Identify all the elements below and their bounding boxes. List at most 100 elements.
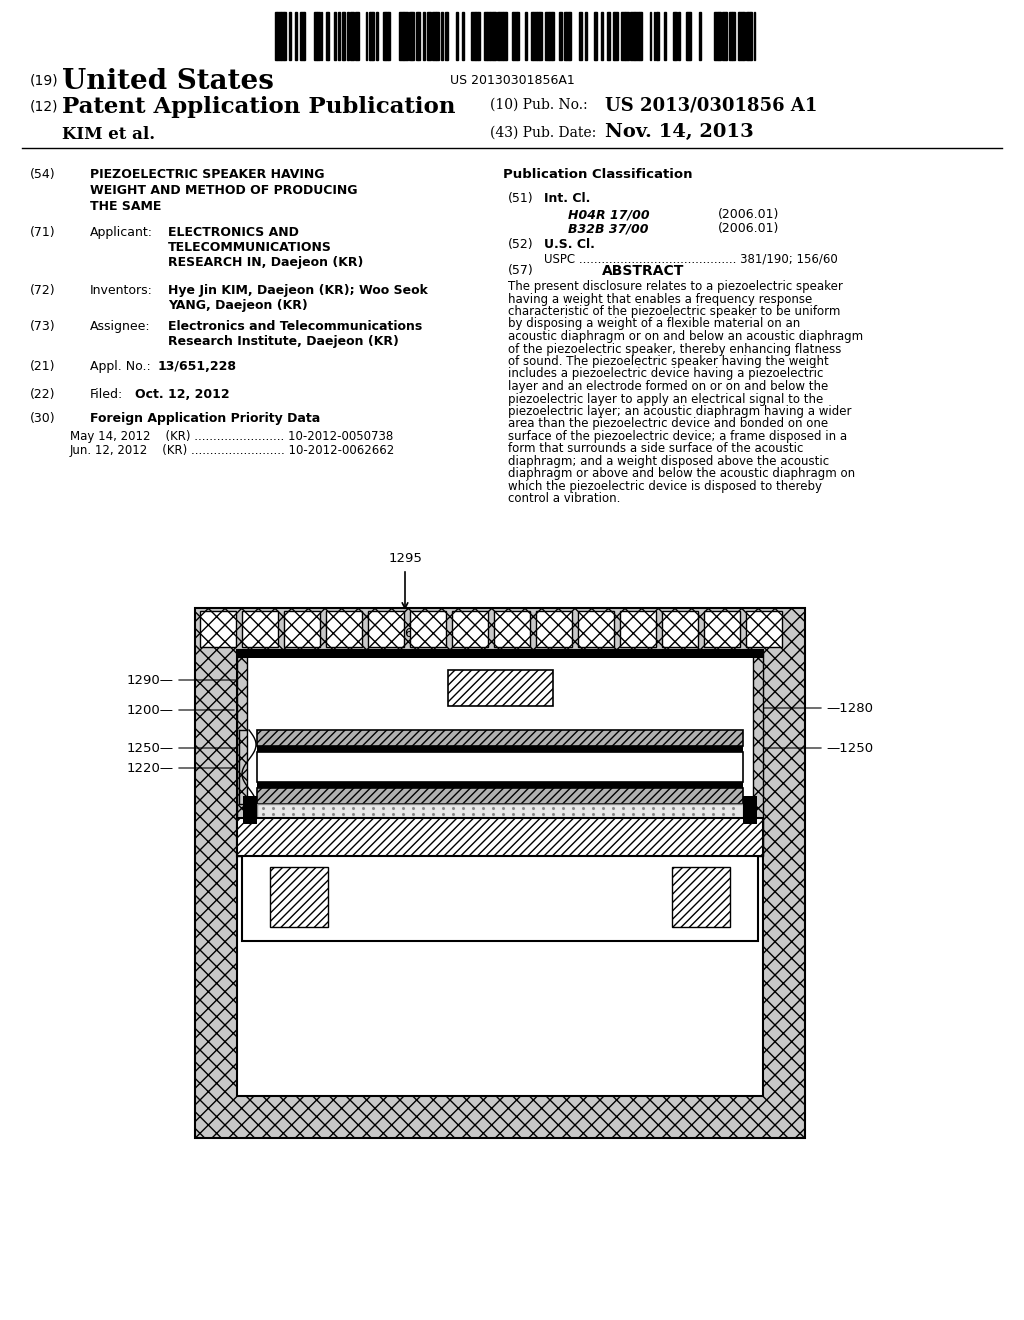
Text: 1220—: 1220—: [127, 762, 174, 775]
Text: (51): (51): [508, 191, 534, 205]
Text: 1260: 1260: [388, 627, 422, 640]
Text: Hye Jin KIM, Daejeon (KR); Woo Seok: Hye Jin KIM, Daejeon (KR); Woo Seok: [168, 284, 428, 297]
Bar: [620, 611, 656, 647]
Text: United States: United States: [62, 69, 273, 95]
Bar: [317, 12, 319, 59]
Bar: [432, 12, 436, 59]
Bar: [281, 12, 284, 59]
Text: diaphragm or above and below the acoustic diaphragm on: diaphragm or above and below the acousti…: [508, 467, 855, 480]
Bar: [441, 12, 443, 59]
Text: Applicant:: Applicant:: [90, 226, 153, 239]
Bar: [525, 12, 527, 59]
Text: 1214: 1214: [431, 805, 465, 818]
Text: area than the piezoelectric device and bonded on one: area than the piezoelectric device and b…: [508, 417, 828, 430]
Text: diaphragm; and a weight disposed above the acoustic: diaphragm; and a weight disposed above t…: [508, 455, 829, 469]
Bar: [257, 804, 743, 818]
Text: Jun. 12, 2012    (KR) ......................... 10-2012-0062662: Jun. 12, 2012 (KR) .....................…: [70, 444, 395, 457]
Bar: [355, 12, 359, 59]
Bar: [699, 12, 701, 59]
Text: Inventors:: Inventors:: [90, 284, 153, 297]
Text: Nov. 14, 2013: Nov. 14, 2013: [605, 123, 754, 141]
Text: Publication Classification: Publication Classification: [503, 168, 693, 181]
Text: of the piezoelectric speaker, thereby enhancing flatness: of the piezoelectric speaker, thereby en…: [508, 342, 842, 355]
Bar: [476, 12, 478, 59]
Text: WEIGHT AND METHOD OF PRODUCING: WEIGHT AND METHOD OF PRODUCING: [90, 183, 357, 197]
Text: Filed:: Filed:: [90, 388, 123, 401]
Bar: [664, 12, 666, 59]
Bar: [445, 12, 447, 59]
Text: USPC .......................................... 381/190; 156/60: USPC ...................................…: [544, 252, 838, 265]
Text: acoustic diaphragm or on and below an acoustic diaphragm: acoustic diaphragm or on and below an ac…: [508, 330, 863, 343]
Bar: [370, 12, 372, 59]
Text: (52): (52): [508, 238, 534, 251]
Text: US 2013/0301856 A1: US 2013/0301856 A1: [605, 96, 817, 115]
Bar: [566, 12, 569, 59]
Bar: [517, 12, 519, 59]
Text: 1250—: 1250—: [127, 742, 174, 755]
Bar: [270, 867, 328, 927]
Bar: [662, 611, 698, 647]
Text: (73): (73): [30, 319, 55, 333]
Bar: [289, 12, 291, 59]
Text: H04R 17/00: H04R 17/00: [568, 209, 649, 220]
Bar: [462, 12, 464, 59]
Bar: [746, 611, 782, 647]
Text: (71): (71): [30, 226, 55, 239]
Bar: [278, 12, 281, 59]
Text: includes a piezoelectric device having a piezoelectric: includes a piezoelectric device having a…: [508, 367, 823, 380]
Bar: [536, 611, 572, 647]
Text: (57): (57): [508, 264, 534, 277]
Bar: [200, 611, 236, 647]
Bar: [657, 12, 659, 59]
Text: 1295: 1295: [388, 552, 422, 565]
Text: —1250: —1250: [826, 742, 873, 755]
Bar: [534, 12, 537, 59]
Bar: [675, 12, 677, 59]
Bar: [326, 12, 328, 59]
Bar: [753, 649, 763, 855]
Bar: [549, 12, 552, 59]
Bar: [243, 796, 257, 824]
Text: ABSTRACT: ABSTRACT: [602, 264, 684, 279]
Bar: [559, 12, 562, 59]
Text: —1280: —1280: [826, 701, 873, 714]
Bar: [540, 12, 542, 59]
Bar: [607, 12, 610, 59]
Text: PIEZOELECTRIC SPEAKER HAVING: PIEZOELECTRIC SPEAKER HAVING: [90, 168, 325, 181]
Bar: [237, 649, 763, 1096]
Text: 1212: 1212: [343, 805, 377, 818]
Bar: [368, 611, 404, 647]
Text: (54): (54): [30, 168, 55, 181]
Bar: [404, 12, 408, 59]
Bar: [257, 752, 743, 781]
Bar: [383, 12, 385, 59]
Bar: [410, 611, 446, 647]
Bar: [237, 649, 763, 657]
Text: having a weight that enables a frequency response: having a weight that enables a frequency…: [508, 293, 812, 305]
Bar: [552, 12, 554, 59]
Bar: [418, 12, 420, 59]
Bar: [537, 12, 539, 59]
Bar: [513, 12, 517, 59]
Bar: [314, 12, 317, 59]
Text: (10) Pub. No.:: (10) Pub. No.:: [490, 98, 588, 112]
Bar: [487, 12, 490, 59]
Bar: [746, 12, 748, 59]
Text: B32B 37/00: B32B 37/00: [568, 222, 648, 235]
Bar: [275, 12, 278, 59]
Bar: [334, 12, 336, 59]
Text: layer and an electrode formed on or on and below the: layer and an electrode formed on or on a…: [508, 380, 828, 393]
Text: TELECOMMUNICATIONS: TELECOMMUNICATIONS: [168, 242, 332, 253]
Bar: [436, 12, 439, 59]
Bar: [601, 12, 603, 59]
Bar: [456, 12, 458, 59]
Bar: [578, 611, 614, 647]
Bar: [722, 12, 726, 59]
Text: form that surrounds a side surface of the acoustic: form that surrounds a side surface of th…: [508, 442, 804, 455]
Text: Oct. 12, 2012: Oct. 12, 2012: [135, 388, 229, 401]
Text: (2006.01): (2006.01): [718, 209, 779, 220]
Text: US 20130301856A1: US 20130301856A1: [450, 74, 574, 87]
Bar: [743, 796, 757, 824]
Bar: [284, 12, 286, 59]
Bar: [729, 12, 732, 59]
